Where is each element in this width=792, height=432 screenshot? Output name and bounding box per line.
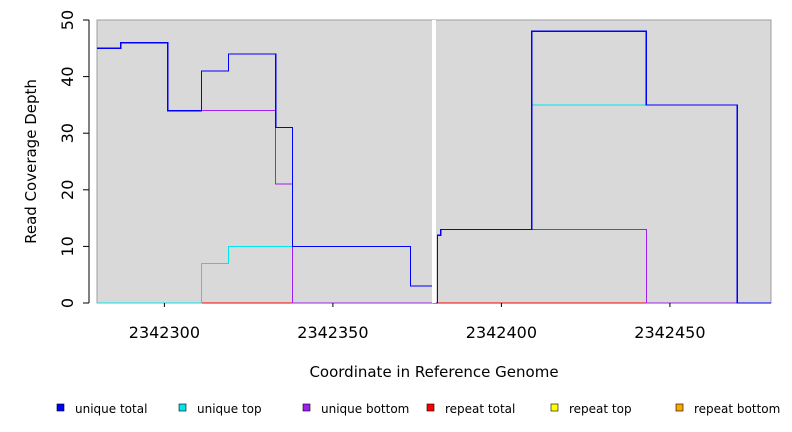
y-tick-label: 10 <box>58 236 77 256</box>
x-axis-title: Coordinate in Reference Genome <box>309 363 558 381</box>
series-line-unique-total <box>97 30 771 304</box>
legend-label-repeat-total: repeat total <box>445 402 515 416</box>
x-tick-label: 2342300 <box>129 323 200 342</box>
legend-label-repeat-top: repeat top <box>569 402 632 416</box>
legend-label-unique-top: unique top <box>197 402 262 416</box>
y-axis: 0 10 20 30 40 50 <box>58 10 90 308</box>
legend-swatch-unique-top <box>178 403 187 412</box>
x-tick-label: 2342400 <box>466 323 537 342</box>
legend-swatch-repeat-bottom <box>675 403 684 412</box>
y-tick-label: 30 <box>58 123 77 143</box>
legend-swatch-unique-bottom <box>302 403 311 412</box>
y-axis-title: Read Coverage Depth <box>22 79 40 244</box>
legend-swatch-unique-total <box>56 403 65 412</box>
x-axis: 2342300 2342350 2342400 2342450 <box>129 303 706 342</box>
legend-label-unique-total: unique total <box>75 402 147 416</box>
legend-label-unique-bottom: unique bottom <box>321 402 409 416</box>
y-tick-label: 0 <box>58 298 77 308</box>
y-tick-label: 40 <box>58 66 77 86</box>
y-tick-label: 20 <box>58 180 77 200</box>
x-tick-label: 2342350 <box>297 323 368 342</box>
legend-swatch-repeat-top <box>550 403 559 412</box>
gap-marker <box>432 20 436 303</box>
legend-swatch-repeat-total <box>426 403 435 412</box>
legend-label-repeat-bottom: repeat bottom <box>694 402 780 416</box>
y-tick-label: 50 <box>58 10 77 30</box>
legend: unique total unique top unique bottom repea… <box>56 402 780 416</box>
x-tick-label: 2342450 <box>634 323 705 342</box>
